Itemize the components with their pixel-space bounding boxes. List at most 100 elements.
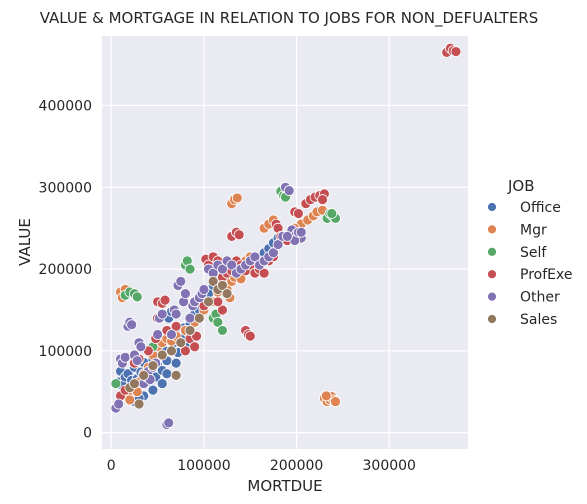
y-tick-label: 100000 [39,344,92,360]
legend-label: Mgr [520,222,547,238]
legend-marker [487,291,497,302]
data-point [281,230,293,242]
data-point [138,369,150,381]
data-point [272,239,284,250]
data-point [133,398,145,410]
data-point [450,46,462,57]
series-self [110,185,341,389]
legend-item-sales: Sales [487,312,557,328]
data-point [170,357,182,369]
data-point [258,267,270,279]
data-point [283,185,295,196]
data-point [119,352,131,363]
data-point [131,291,143,303]
data-point [203,296,214,308]
legend-item-profexe: ProfExe [487,267,572,283]
data-point [159,294,171,306]
legend-marker [487,314,497,324]
data-point [147,384,159,396]
data-point [170,308,182,320]
data-point [135,341,147,353]
data-point [170,320,182,332]
data-point [198,284,210,295]
legend-label: ProfExe [520,267,572,283]
legend-label: Sales [520,312,557,328]
legend-marker [487,202,497,212]
legend-title: JOB [507,177,535,195]
y-tick-label: 0 [83,426,92,442]
data-points [110,42,462,430]
legend: JOB Office Mgr Self ProfExe Other Sales [487,177,572,328]
legend-item-office: Office [487,200,561,216]
data-point [212,316,224,328]
data-point [268,247,279,259]
legend-item-self: Self [487,245,547,261]
x-tick-label: 300000 [363,458,416,474]
x-axis-ticks: 0 100000 200000 300000 [107,458,416,474]
data-point [207,275,219,287]
legend-marker [487,224,497,235]
data-point [184,263,196,275]
data-point [330,396,341,407]
legend-label: Self [520,245,547,261]
legend-marker [487,246,497,257]
y-tick-label: 200000 [39,262,92,278]
data-point [217,280,228,291]
data-point [326,208,338,219]
data-point [212,296,224,308]
x-axis-title: MORTDUE [247,477,322,495]
data-point [221,288,233,300]
data-point [166,329,177,340]
legend-item-other: Other [487,290,560,306]
chart-title: VALUE & MORTGAGE IN RELATION TO JOBS FOR… [40,9,539,28]
data-point [317,194,328,205]
data-point [244,330,256,342]
data-point [131,355,143,367]
data-point [156,349,168,361]
y-tick-label: 300000 [39,180,92,196]
data-point [179,288,191,300]
data-point [156,378,168,389]
data-point [184,325,196,336]
data-point [233,229,245,241]
x-tick-label: 100000 [177,458,230,474]
y-axis-ticks: 0 100000 200000 300000 400000 [39,99,92,442]
data-point [129,378,140,389]
data-point [161,368,173,380]
series-other [110,181,307,430]
data-point [217,263,228,275]
legend-item-mgr: Mgr [487,222,547,238]
data-point [249,251,261,263]
data-point [175,275,187,287]
legend-marker [487,269,497,280]
data-point [226,259,238,271]
data-point [193,312,205,324]
data-point [320,390,332,402]
data-point [179,345,191,357]
y-tick-label: 400000 [39,99,92,115]
data-point [147,360,159,371]
data-point [163,417,175,429]
data-point [126,319,138,331]
data-point [231,192,243,204]
data-point [124,394,136,406]
data-point [184,312,196,324]
data-point [166,345,177,357]
data-point [110,378,122,389]
data-point [156,308,168,320]
legend-label: Office [520,200,561,216]
x-tick-label: 0 [107,458,116,474]
legend-label: Other [520,290,560,306]
data-point [170,369,182,381]
data-point [152,329,163,340]
data-point [189,341,201,353]
x-tick-label: 200000 [270,458,323,474]
data-point [295,226,307,238]
data-point [217,304,228,316]
series-sales [124,275,233,410]
data-point [113,398,125,410]
y-axis-title: VALUE [16,218,34,266]
data-point [293,208,304,219]
data-point [217,325,228,336]
